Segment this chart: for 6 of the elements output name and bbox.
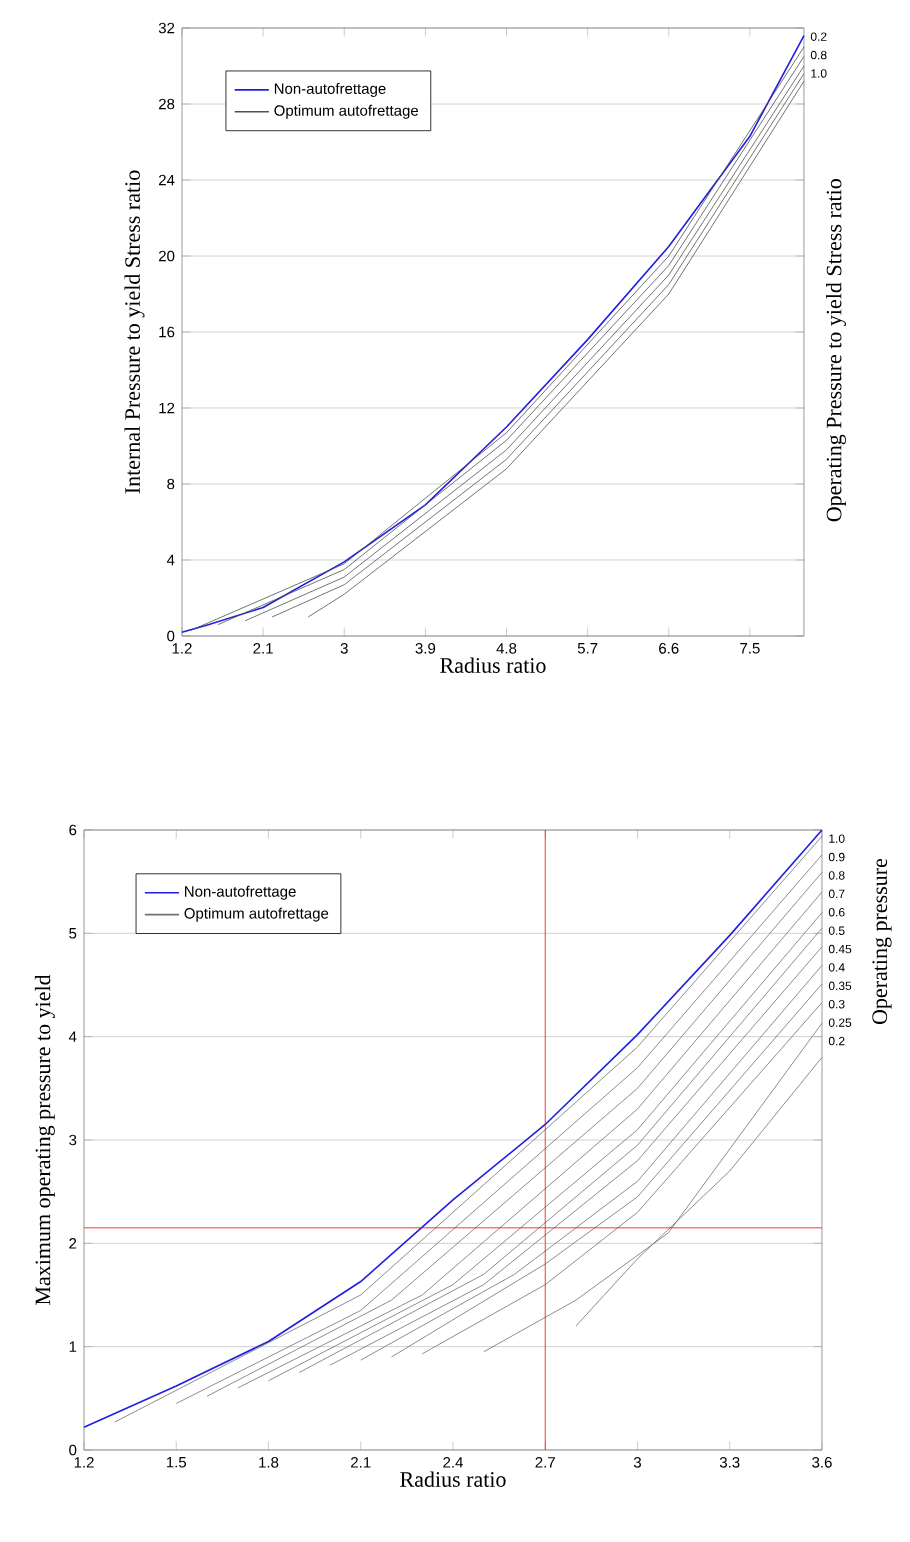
- x-axis-title: Radius ratio: [440, 657, 546, 673]
- x-axis-title: Radius ratio: [400, 1471, 506, 1487]
- y2-axis-title: Operating Pressure to yield Stress ratio: [826, 179, 846, 522]
- y2-axis-title: Operating pressure: [872, 858, 892, 1025]
- y-axis-title: Maximum operating pressure to yield: [34, 974, 55, 1305]
- y-axis-title: Internal Pressure to yield Stress ratio: [124, 170, 145, 494]
